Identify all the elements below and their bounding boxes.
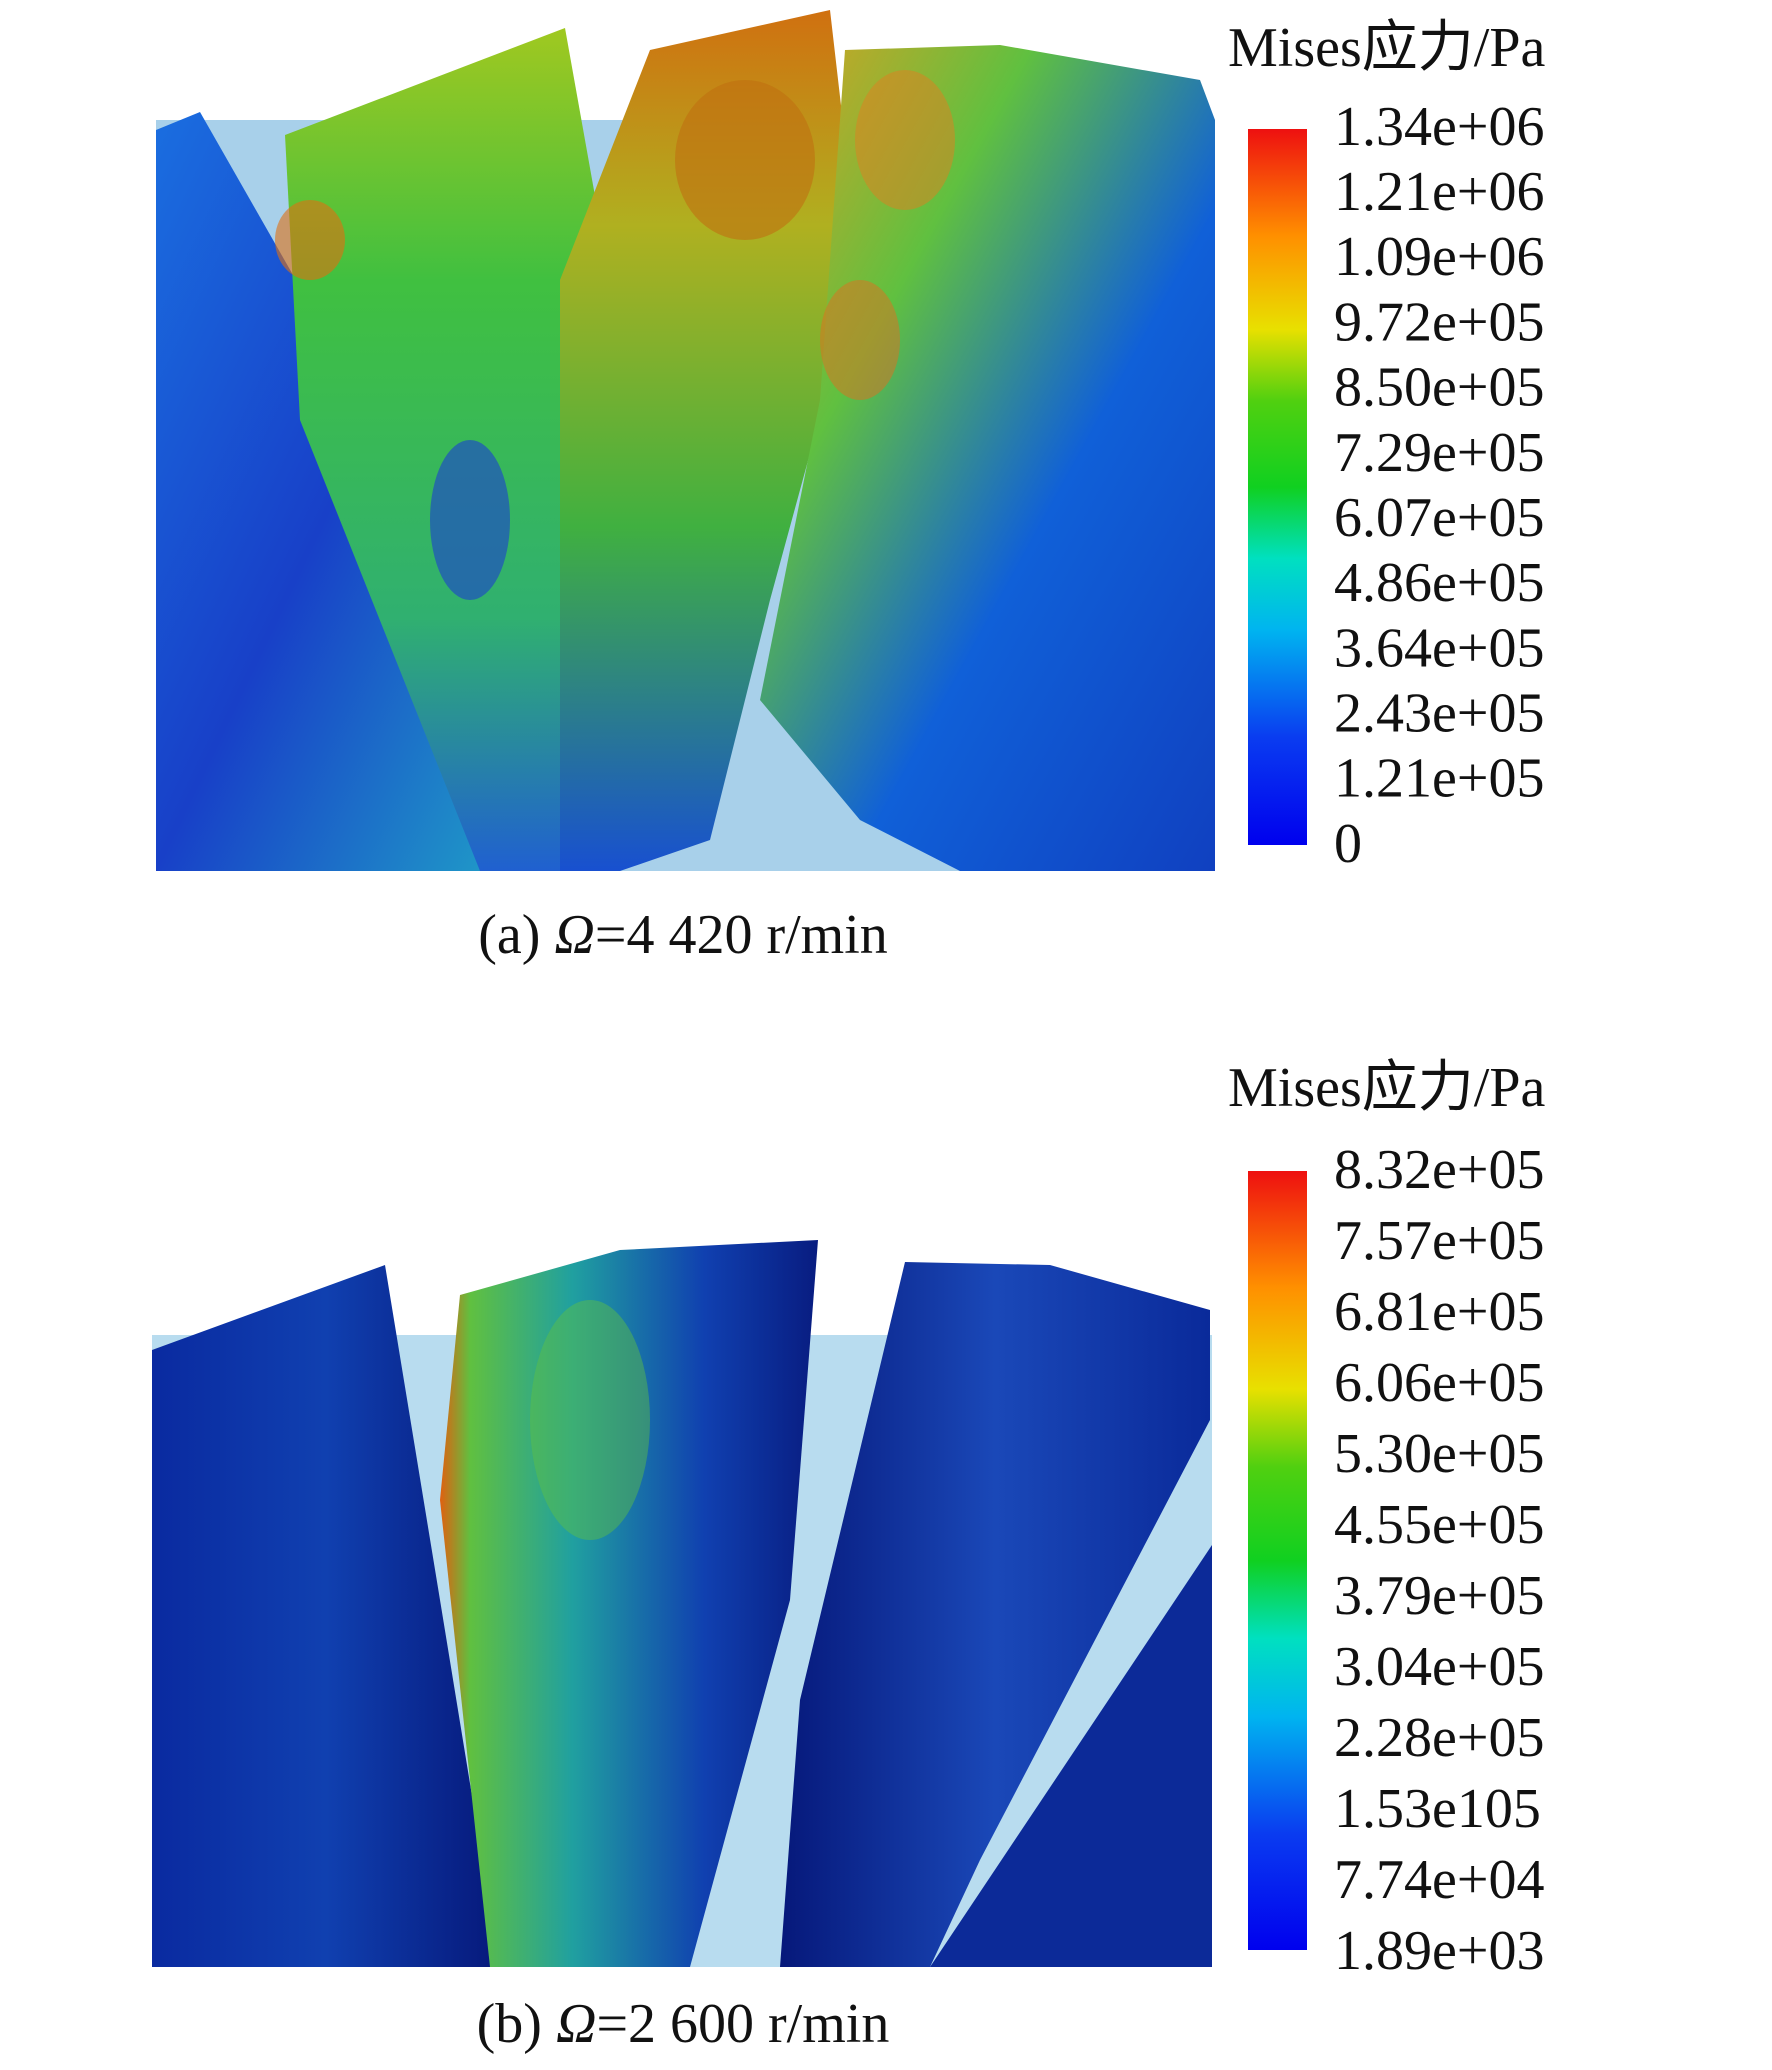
caption-symbol: Ω [556, 1993, 597, 2055]
legend-label: 5.30e+05 [1334, 1423, 1544, 1485]
stress-render-b [152, 1240, 1212, 1967]
stress-render-a [156, 10, 1215, 871]
legend-label: 8.50e+05 [1334, 357, 1544, 419]
legend-label: 1.21e+06 [1334, 161, 1544, 223]
legend-label: 1.09e+06 [1334, 226, 1544, 288]
legend-label: 1.53e105 [1334, 1778, 1541, 1840]
caption-prefix: (b) [477, 1993, 556, 2055]
legend-label: 1.89e+03 [1334, 1920, 1544, 1982]
legend-title: Mises应力/Pa [1228, 17, 1545, 79]
legend-b: Mises应力/Pa 8.32e+05 7.57e+05 6.81e+05 6.06e… [1228, 1057, 1545, 1982]
legend-label: 3.04e+05 [1334, 1636, 1544, 1698]
legend-label: 0 [1334, 813, 1362, 875]
caption-prefix: (a) [478, 904, 554, 966]
legend-label: 7.57e+05 [1334, 1210, 1544, 1272]
caption: (b) Ω=2 600 r/min [477, 1993, 890, 2055]
caption-symbol: Ω [554, 904, 595, 966]
legend-label: 4.86e+05 [1334, 552, 1544, 614]
legend-label: 2.43e+05 [1334, 682, 1544, 744]
legend-label: 8.32e+05 [1334, 1139, 1544, 1201]
legend-label: 7.74e+04 [1334, 1849, 1544, 1911]
caption-text: =4 420 r/min [595, 904, 888, 966]
legend-label: 2.28e+05 [1334, 1707, 1544, 1769]
legend-label: 6.06e+05 [1334, 1352, 1544, 1414]
caption: (a) Ω=4 420 r/min [478, 904, 888, 966]
legend-label: 1.21e+05 [1334, 748, 1544, 810]
caption-text: =2 600 r/min [596, 1993, 889, 2055]
legend-label: 4.55e+05 [1334, 1494, 1544, 1556]
legend-a: Mises应力/Pa 1.34e+061.21e+061.09e+069.72e… [1228, 17, 1545, 875]
color-bar [1248, 129, 1307, 845]
legend-label: 6.81e+05 [1334, 1281, 1544, 1343]
legend-label: 1.34e+06 [1334, 96, 1544, 158]
legend-label: 7.29e+05 [1334, 422, 1544, 484]
color-bar [1248, 1171, 1307, 1950]
legend-label: 3.79e+05 [1334, 1565, 1544, 1627]
legend-label: 6.07e+05 [1334, 487, 1544, 549]
legend-title: Mises应力/Pa [1228, 1057, 1545, 1119]
legend-label: 3.64e+05 [1334, 617, 1544, 679]
legend-label: 9.72e+05 [1334, 291, 1544, 353]
